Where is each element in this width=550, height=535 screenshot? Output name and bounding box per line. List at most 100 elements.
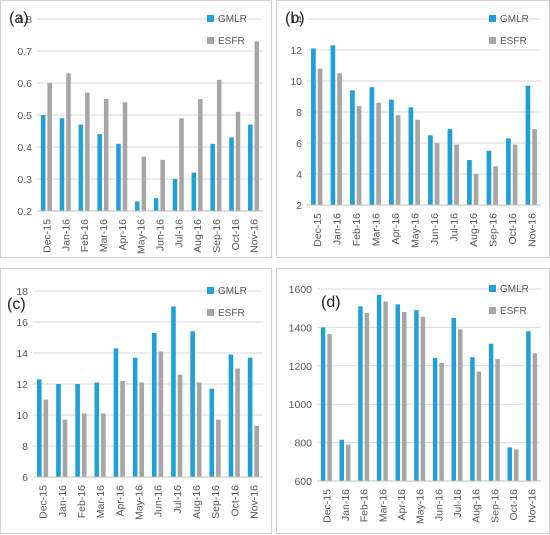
- bar-esfr-aug-16: [476, 371, 482, 481]
- bar-esfr-sep-16: [216, 419, 221, 477]
- bar-esfr-jun-16: [434, 143, 440, 205]
- bar-esfr-dec-15: [47, 83, 52, 211]
- bar-gmlr-jun-16: [432, 358, 438, 481]
- x-tick-label: Aug-16: [471, 489, 483, 523]
- x-tick-label: Aug-16: [192, 219, 204, 253]
- bar-gmlr-aug-16: [190, 331, 195, 477]
- y-tick-label: 0.2: [17, 206, 32, 218]
- y-tick-label: 10: [290, 76, 302, 88]
- bar-gmlr-apr-16: [395, 304, 400, 481]
- y-tick-label: 0.6: [17, 78, 32, 90]
- bar-gmlr-dec-15: [311, 48, 316, 206]
- chart-c-svg: 6 8 10 12 14 16 18 Dec-15 Jan-16 Feb-16 Mar-16 Apr-…: [7, 286, 263, 520]
- x-tick-label: Jul-16: [173, 219, 185, 248]
- bar-gmlr-oct-16: [229, 137, 234, 211]
- bar-gmlr-apr-16: [389, 99, 394, 205]
- x-tick-label: Sep-16: [489, 489, 501, 523]
- bar-esfr-dec-15: [317, 68, 323, 205]
- y-tick-label: 0.4: [17, 142, 32, 154]
- y-tick-label: 2: [296, 200, 302, 212]
- x-tick-label: Nov-16: [248, 485, 260, 519]
- legend-swatch-esfr: [489, 37, 496, 44]
- bar-esfr-may-16: [141, 156, 147, 211]
- bar-esfr-jan-16: [62, 419, 68, 477]
- x-tick-label: May-16: [415, 489, 427, 524]
- y-tick-label: 600: [294, 476, 312, 488]
- bar-gmlr-jul-16: [171, 306, 176, 477]
- chart-panel-c: 6 8 10 12 14 16 18 Dec-15 Jan-16 Feb-16 Mar-16 Apr-…: [0, 268, 272, 534]
- bar-esfr-jan-16: [337, 73, 342, 205]
- bar-esfr-sep-16: [493, 166, 498, 205]
- legend-swatch-gmlr: [207, 287, 214, 294]
- chart-b-svg: 2 4 6 8 10 12 14 Dec-15 Jan-16 Feb-16 Mar-16 Apr-16…: [285, 10, 541, 248]
- bar-gmlr-aug-16: [470, 357, 475, 481]
- x-tick-label: Dec-15: [321, 489, 333, 523]
- x-tick-label: May-16: [133, 485, 145, 520]
- bar-gmlr-oct-16: [507, 447, 512, 481]
- bar-esfr-mar-16: [383, 301, 388, 481]
- bar-esfr-nov-16: [532, 129, 537, 205]
- y-tick-label: 0.5: [17, 110, 32, 122]
- y-tick-label: 800: [294, 438, 312, 450]
- y-tick-label: 0.3: [17, 174, 32, 186]
- x-tick-label: Jul-16: [448, 213, 460, 242]
- x-tick-label: Feb-16: [359, 489, 371, 522]
- x-tick-label: Oct-16: [229, 485, 241, 517]
- bar-esfr-jun-16: [160, 159, 165, 211]
- x-tick-label: Mar-16: [95, 485, 107, 518]
- bar-esfr-aug-16: [198, 99, 203, 211]
- bar-esfr-jul-16: [454, 144, 459, 205]
- bar-gmlr-nov-16: [248, 124, 253, 211]
- bar-esfr-apr-16: [122, 102, 128, 211]
- bar-gmlr-sep-16: [210, 143, 215, 211]
- bar-esfr-jul-16: [458, 329, 463, 481]
- bar-gmlr-mar-16: [94, 382, 100, 477]
- bar-esfr-nov-16: [532, 353, 538, 481]
- x-tick-label: Nov-16: [527, 489, 539, 523]
- x-tick-label: Jun-16: [429, 213, 441, 245]
- panel-letter: (d): [321, 294, 341, 311]
- bar-esfr-feb-16: [85, 92, 90, 211]
- bar-gmlr-nov-16: [526, 331, 531, 481]
- bar-gmlr-dec-15: [320, 327, 326, 481]
- x-tick-label: Jan-16: [60, 219, 72, 251]
- bar-gmlr-aug-16: [467, 160, 472, 205]
- bar-esfr-apr-16: [402, 312, 407, 481]
- bar-esfr-dec-15: [327, 334, 332, 481]
- y-tick-label: 1200: [289, 361, 313, 373]
- bar-esfr-feb-16: [356, 105, 362, 205]
- bar-gmlr-jul-16: [451, 317, 456, 481]
- bar-esfr-may-16: [139, 382, 145, 477]
- x-tick-label: Jan-16: [340, 489, 352, 521]
- bar-esfr-oct-16: [514, 449, 519, 481]
- y-tick-label: 14: [290, 14, 302, 26]
- bar-esfr-aug-16: [196, 382, 202, 477]
- legend-swatch-gmlr: [489, 285, 496, 292]
- x-tick-label: Jun-16: [153, 485, 165, 517]
- bar-esfr-feb-16: [81, 413, 87, 477]
- x-tick-label: Feb-16: [76, 485, 88, 518]
- legend-swatch-esfr: [207, 309, 214, 316]
- panel-letter: (b): [285, 10, 305, 27]
- bar-gmlr-jun-16: [151, 332, 157, 477]
- bar-esfr-mar-16: [376, 102, 381, 205]
- x-tick-label: Oct-16: [507, 213, 519, 245]
- x-tick-label: May-16: [136, 219, 148, 254]
- x-tick-label: Jul-16: [172, 485, 184, 514]
- bar-gmlr-nov-16: [247, 357, 253, 477]
- bar-esfr-jun-16: [158, 351, 164, 477]
- bar-gmlr-jul-16: [172, 179, 178, 211]
- bar-esfr-apr-16: [120, 380, 125, 477]
- y-tick-label: 12: [290, 45, 302, 57]
- bar-gmlr-nov-16: [525, 85, 531, 205]
- y-tick-label: 1600: [289, 284, 313, 296]
- legend-label-gmlr: GMLR: [500, 284, 529, 295]
- bar-gmlr-feb-16: [78, 124, 84, 211]
- x-tick-label: Dec-15: [38, 485, 50, 519]
- x-tick-label: Nov-16: [249, 219, 261, 253]
- bar-gmlr-may-16: [132, 357, 138, 477]
- chart-a-svg: 0.2 0.3 0.4 0.5 0.6 0.7 0.8 Dec-15 Jan-16 Feb-16 M…: [9, 10, 263, 254]
- bar-esfr-aug-16: [473, 174, 479, 205]
- x-tick-label: Dec-15: [41, 219, 53, 253]
- bar-gmlr-sep-16: [486, 150, 492, 205]
